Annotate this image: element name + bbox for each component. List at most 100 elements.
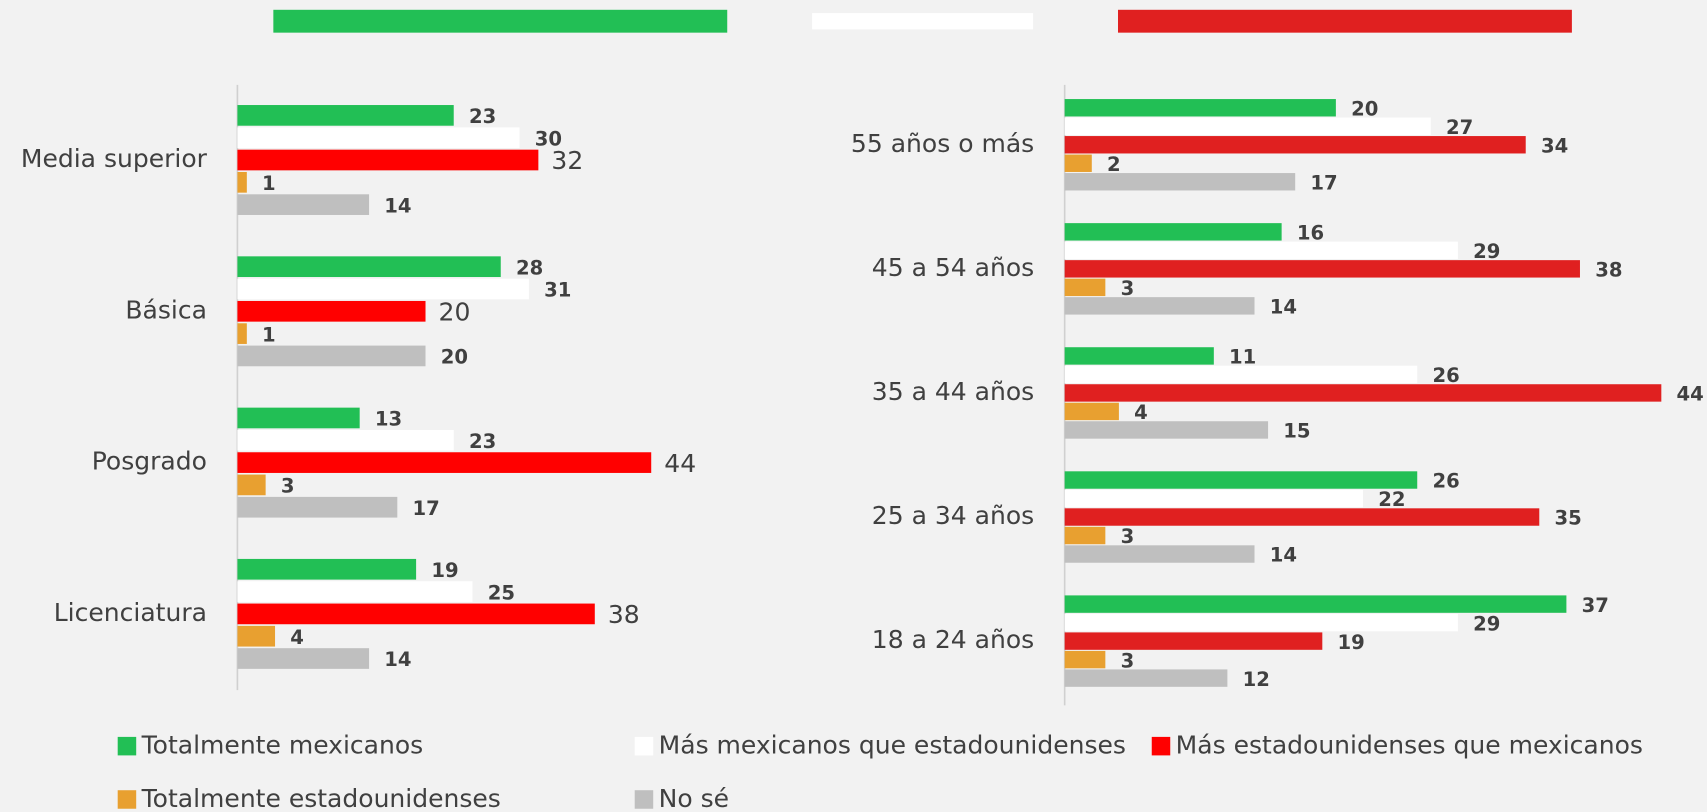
- bar: [1064, 632, 1323, 650]
- value-label: 3: [1121, 277, 1135, 300]
- bar: [1064, 669, 1228, 687]
- legend-swatch: [1151, 736, 1171, 756]
- value-label: 44: [664, 449, 696, 478]
- value-label: 3: [281, 475, 295, 498]
- bar: [1064, 384, 1662, 402]
- bar: [1064, 136, 1526, 154]
- value-label: 27: [1446, 116, 1473, 139]
- value-label: 17: [1310, 171, 1337, 194]
- value-label: 26: [1432, 470, 1459, 493]
- bar: [237, 149, 539, 171]
- bar: [1064, 347, 1214, 365]
- category-label: 18 a 24 años: [872, 625, 1034, 654]
- value-label: 14: [384, 194, 411, 217]
- value-label: 34: [1541, 134, 1568, 157]
- bar: [237, 127, 520, 149]
- bar: [237, 625, 276, 647]
- bar: [1064, 241, 1458, 260]
- value-label: 37: [1582, 594, 1609, 617]
- bar: [237, 256, 501, 278]
- category-label: 25 a 34 años: [872, 501, 1034, 530]
- bar: [1064, 421, 1269, 439]
- bar: [237, 452, 652, 473]
- bar: [237, 323, 247, 344]
- bar: [1064, 489, 1363, 508]
- value-label: 1: [262, 172, 276, 195]
- value-label: 22: [1378, 488, 1405, 511]
- value-label: 23: [469, 430, 496, 453]
- value-label: 25: [488, 581, 515, 604]
- bar: [1064, 154, 1092, 172]
- bar: [237, 429, 454, 451]
- value-label: 19: [431, 559, 458, 582]
- bar: [1064, 117, 1431, 135]
- value-label: 13: [375, 408, 402, 431]
- value-label: 14: [384, 648, 411, 671]
- bar: [1064, 402, 1119, 421]
- value-label: 29: [1473, 612, 1500, 635]
- bar: [237, 558, 417, 580]
- bar: [1064, 297, 1255, 315]
- bar: [1064, 595, 1567, 613]
- legend-label: Totalmente mexicanos: [141, 731, 424, 760]
- header-bar: [1117, 9, 1572, 33]
- value-label: 3: [1121, 649, 1135, 672]
- legend-swatch: [634, 736, 654, 756]
- category-label: 55 años o más: [851, 129, 1034, 158]
- value-label: 4: [1134, 401, 1148, 424]
- bar: [237, 194, 370, 215]
- category-label: Posgrado: [92, 447, 207, 476]
- legend-swatch: [117, 790, 137, 809]
- legend-label: Totalmente estadounidenses: [141, 784, 501, 812]
- value-label: 20: [441, 346, 468, 369]
- legend-label: Más estadounidenses que mexicanos: [1176, 731, 1643, 760]
- value-label: 14: [1270, 296, 1297, 319]
- bar: [237, 474, 266, 496]
- bar: [237, 407, 360, 429]
- bar: [237, 581, 473, 602]
- value-label: 31: [544, 279, 571, 302]
- value-label: 14: [1270, 544, 1297, 567]
- legend-swatch: [117, 736, 137, 756]
- bar: [1064, 613, 1458, 632]
- value-label: 19: [1338, 631, 1365, 654]
- value-label: 17: [413, 497, 440, 520]
- value-label: 38: [1595, 259, 1622, 282]
- category-label: Licenciatura: [54, 598, 207, 627]
- value-label: 30: [535, 127, 562, 150]
- bar: [237, 171, 247, 193]
- bar: [1064, 99, 1336, 117]
- bar: [1064, 650, 1106, 669]
- bar: [1064, 260, 1580, 278]
- header-bar: [812, 13, 1034, 30]
- value-label: 26: [1432, 364, 1459, 387]
- bar: [1064, 508, 1540, 526]
- legend-swatch: [634, 790, 654, 809]
- bar: [1064, 526, 1106, 545]
- category-label: 45 a 54 años: [872, 253, 1034, 282]
- value-label: 4: [290, 626, 304, 649]
- value-label: 44: [1677, 383, 1704, 406]
- legend-label: Más mexicanos que estadounidenses: [659, 731, 1126, 760]
- category-label: Básica: [125, 295, 207, 324]
- bar: [1064, 545, 1255, 563]
- value-label: 1: [262, 323, 276, 346]
- bar: [237, 496, 398, 518]
- bar: [237, 648, 370, 669]
- header-bar: [273, 9, 728, 33]
- legend-label: No sé: [659, 784, 729, 812]
- value-label: 15: [1283, 420, 1310, 443]
- bar: [237, 300, 426, 322]
- value-label: 12: [1243, 668, 1270, 691]
- bar: [237, 345, 426, 367]
- bar: [237, 105, 454, 126]
- bar: [1064, 278, 1106, 297]
- bar: [1064, 471, 1418, 489]
- category-label: 35 a 44 años: [872, 377, 1034, 406]
- bar: [1064, 223, 1282, 241]
- bar: [237, 603, 595, 625]
- value-label: 16: [1297, 222, 1324, 245]
- value-label: 2: [1107, 153, 1121, 176]
